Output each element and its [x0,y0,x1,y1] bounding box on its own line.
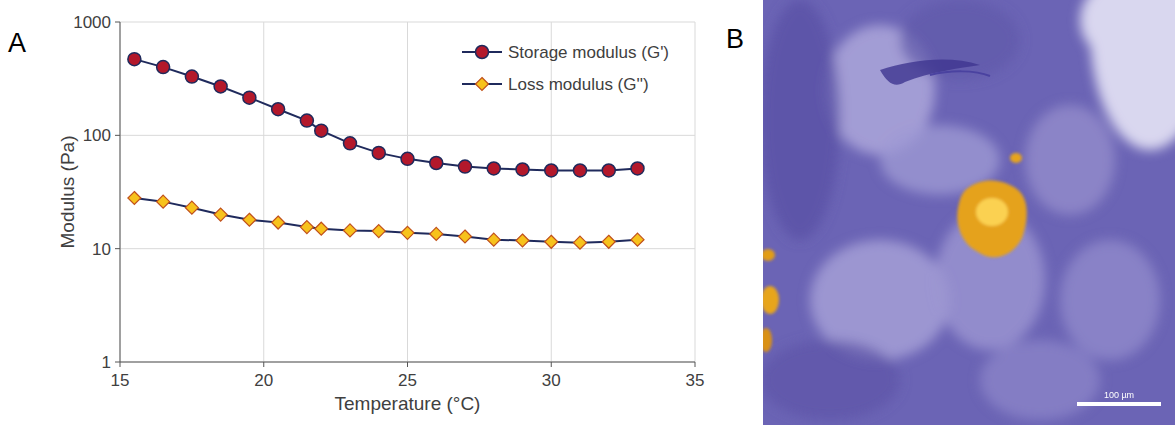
gold-speck [763,286,779,314]
marker-diamond [602,235,615,248]
marker-diamond [214,208,227,221]
panel-label: A [8,28,26,58]
tick-label-y: 1 [102,353,111,372]
gold-blob [957,181,1026,258]
tick-label-x: 35 [686,371,705,390]
tick-x [263,362,264,367]
tick-label-x: 15 [111,371,130,390]
marker-diamond [243,213,256,226]
grid-line-x [120,22,121,362]
tick-y [115,135,120,136]
tick-x [407,362,408,367]
marker-diamond [272,216,285,229]
fold-line [930,71,990,76]
marker-circle [315,124,328,137]
series-line [134,198,637,243]
y-axis-title: Modulus (Pa) [57,136,78,249]
marker-circle [157,61,170,74]
marker-circle [545,164,558,177]
marker-circle [430,157,443,170]
tick-label-x: 20 [254,371,273,390]
legend-label: Loss modulus (G'') [508,75,649,94]
tick-x [695,362,696,367]
marker-circle [185,70,198,83]
marker-diamond [516,234,529,247]
tissue-region [1080,0,1160,60]
marker-diamond [476,78,489,91]
gold-speck [763,249,775,261]
scale-bar [1077,402,1161,406]
gold-particle [763,153,1027,352]
legend-label: Storage modulus (G') [508,43,669,62]
marker-circle [487,162,500,175]
grid-line-y [120,362,695,363]
marker-diamond [545,235,558,248]
tissue-texture [763,0,1175,420]
marker-circle [602,164,615,177]
marker-diamond [459,230,472,243]
tissue-region [763,340,900,420]
marker-diamond [631,233,644,246]
tissue-region [763,0,840,240]
scale-bar-label: 100 µm [1104,390,1134,400]
marker-circle [459,160,472,173]
tick-label-x: 25 [398,371,417,390]
tissue-region [980,340,1100,420]
marker-circle [344,137,357,150]
tick-x [551,362,552,367]
marker-diamond [372,225,385,238]
marker-circle [300,114,313,127]
x-axis-title: Temperature (°C) [335,393,481,414]
marker-diamond [401,226,414,239]
gold-highlight [976,198,1008,226]
panel-label: B [726,24,744,54]
grid-line-x [263,22,264,362]
tick-y [115,248,120,249]
legend: Storage modulus (G') Loss modulus (G'') [462,43,669,94]
marker-diamond [128,191,141,204]
tick-label-y: 1000 [73,13,111,32]
grid-line-y [120,22,695,23]
figure: A 15 20 25 30 35 1 10 100 1000 Temperature (°C) Mod… [0,0,1175,425]
x-axis [120,362,695,363]
tissue-region [1060,240,1160,360]
marker-circle [516,163,529,176]
marker-circle [401,152,414,165]
tick-label-y: 10 [92,240,111,259]
grid-line-x [551,22,552,362]
marker-circle [243,91,256,104]
marker-circle [476,46,489,59]
grid-line-y [120,135,695,136]
tick-x [120,362,121,367]
marker-diamond [574,236,587,249]
marker-circle [372,146,385,159]
micrograph [763,0,1175,425]
marker-diamond [185,201,198,214]
marker-diamond [157,195,170,208]
grid-line-x [407,22,408,362]
marker-circle [574,164,587,177]
gold-speck [763,328,772,352]
grid-line-x [695,22,696,362]
marker-circle [272,103,285,116]
marker-diamond [315,222,328,235]
tissue-region [1025,105,1115,215]
marker-circle [128,53,141,66]
tick-label-y: 100 [83,126,111,145]
marker-diamond [430,227,443,240]
marker-circle [214,80,227,93]
marker-diamond [344,224,357,237]
tick-y [115,22,120,23]
grid [120,22,695,362]
marker-circle [631,162,644,175]
gold-speck [1010,153,1022,163]
y-axis [120,22,121,362]
marker-diamond [487,233,500,246]
marker-diamond [300,221,313,234]
tick-y [115,362,120,363]
tick-label-x: 30 [542,371,561,390]
